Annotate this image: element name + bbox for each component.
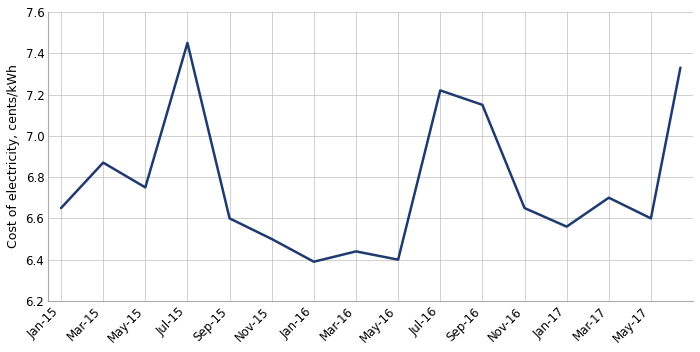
Y-axis label: Cost of electricity, cents/kWh: Cost of electricity, cents/kWh <box>7 64 20 249</box>
